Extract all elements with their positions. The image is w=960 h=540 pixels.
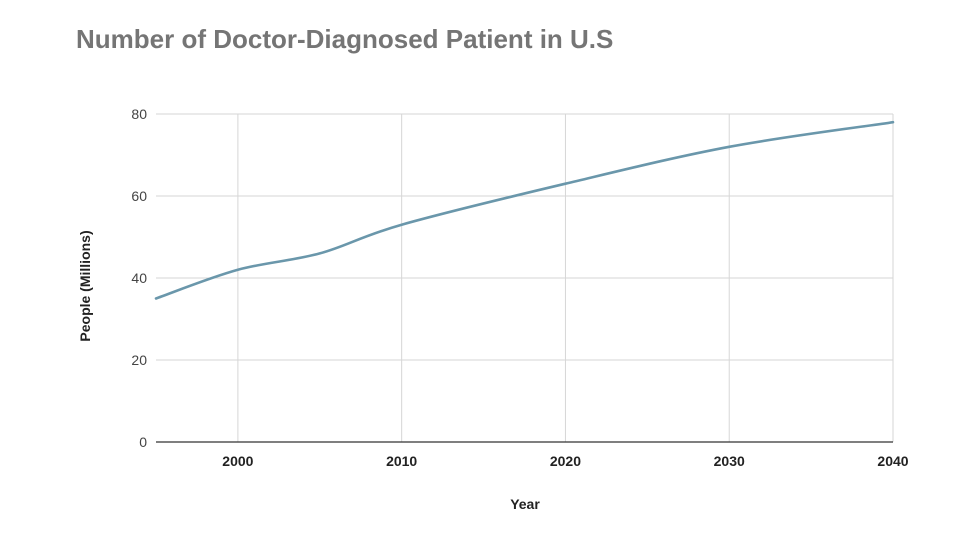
chart-title: Number of Doctor-Diagnosed Patient in U.… — [76, 24, 614, 54]
x-axis-label: Year — [510, 496, 540, 512]
series-line — [154, 120, 895, 300]
y-tick-label: 40 — [131, 270, 147, 286]
y-tick-label: 0 — [139, 434, 147, 450]
series-layer — [154, 120, 895, 300]
y-axis-label: People (Millions) — [77, 230, 93, 341]
y-tick-label: 20 — [131, 352, 147, 368]
x-tick-label: 2000 — [222, 453, 253, 469]
x-axis-ticks: 2000 2010 2020 2030 2040 — [222, 453, 908, 469]
x-tick-label: 2020 — [550, 453, 581, 469]
y-tick-label: 80 — [131, 106, 147, 122]
x-tick-label: 2040 — [877, 453, 908, 469]
x-tick-label: 2010 — [386, 453, 417, 469]
gridlines — [156, 113, 894, 442]
x-tick-label: 2030 — [714, 453, 745, 469]
y-axis-ticks: 0 20 40 60 80 — [131, 106, 147, 450]
y-tick-label: 60 — [131, 188, 147, 204]
